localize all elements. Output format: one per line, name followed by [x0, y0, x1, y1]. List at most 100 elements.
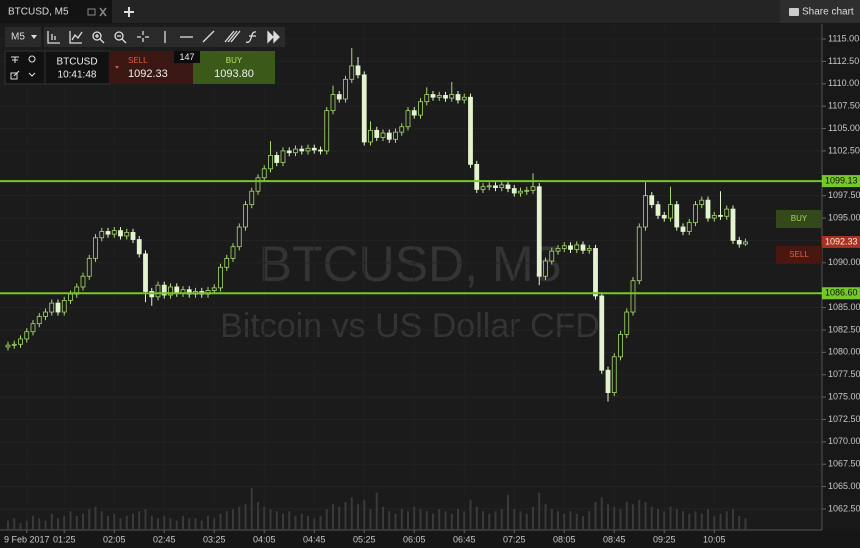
tool-bars[interactable]: [47, 31, 60, 44]
volume-bar: [600, 497, 603, 530]
candle-body: [674, 204, 680, 228]
interval-button[interactable]: [5, 27, 41, 47]
volume-bar: [594, 502, 597, 530]
volume-bar: [550, 509, 553, 530]
volume-bar: [288, 511, 291, 530]
volume-bar: [613, 506, 616, 530]
volume-bar: [7, 520, 9, 530]
tool-forward[interactable]: [267, 30, 280, 44]
buy-badge[interactable]: [776, 209, 822, 228]
y-tick-label: 1062.50: [828, 503, 860, 513]
volume-bar: [69, 511, 72, 530]
tab-close[interactable]: [99, 7, 107, 17]
buy-label[interactable]: BUY: [226, 56, 243, 65]
volume-bar: [569, 511, 572, 530]
volume-bar: [357, 504, 359, 530]
candle-body: [705, 199, 711, 219]
watermark: BTCUSD, M5: [259, 236, 562, 292]
volume-bar: [532, 506, 534, 530]
y-tick-label: 1110.00: [828, 78, 859, 88]
popout-icon[interactable]: [10, 70, 20, 80]
candle-body: [630, 280, 636, 313]
candle-body: [224, 257, 230, 268]
volume-bar: [538, 492, 541, 530]
candle-body: [105, 231, 111, 235]
chart-layer: BTCUSD, M5 Bitcoin vs US Dollar CFD 1062.5…: [0, 24, 860, 548]
volume-bar: [444, 511, 447, 530]
candle-body: [505, 184, 511, 189]
candle-body: [299, 148, 305, 152]
pin-icon[interactable]: [11, 56, 19, 63]
collapse-icon[interactable]: [28, 72, 36, 77]
buy-button[interactable]: [193, 51, 275, 84]
volume-bar: [619, 509, 622, 530]
candle-body: [574, 244, 580, 250]
candle-body: [380, 132, 386, 138]
candle-body: [361, 74, 367, 143]
ticket-symbol: BTCUSD: [56, 57, 97, 68]
tool-fib[interactable]: [224, 30, 241, 43]
volume-bar: [157, 518, 159, 530]
volume-bar: [113, 513, 116, 530]
volume-bar: [732, 509, 734, 530]
search-icon[interactable]: [28, 55, 36, 63]
candle-body: [655, 204, 661, 216]
tool-trend[interactable]: [202, 30, 215, 43]
tab[interactable]: [0, 0, 112, 23]
tab-title: BTCUSD, M5: [8, 7, 69, 18]
y-tick-label: 1107.50: [828, 101, 860, 111]
tab-bar: [0, 0, 860, 23]
candle-body: [474, 163, 480, 190]
sell-label[interactable]: SELL: [128, 56, 148, 65]
y-tick-label: 1112.50: [828, 56, 859, 66]
candle-body: [230, 246, 236, 259]
candle-body: [118, 230, 123, 237]
candle-body: [418, 101, 423, 116]
candle-body: [161, 284, 167, 296]
candle-body: [30, 323, 36, 333]
volume-bar: [744, 518, 747, 530]
last-price-label: 1092.33: [825, 236, 858, 246]
x-tick-label: 06:05: [403, 534, 426, 544]
candle-body: [468, 96, 473, 165]
buy-price[interactable]: 1093.80: [214, 68, 254, 80]
tool-function[interactable]: [245, 31, 257, 44]
sell-badge-label[interactable]: SELL: [789, 250, 809, 259]
buy-badge-label[interactable]: BUY: [791, 214, 808, 223]
x-tick-label: 09:25: [653, 534, 676, 544]
volume-bar: [307, 516, 309, 530]
volume-bar: [82, 513, 84, 530]
candle-body: [36, 316, 42, 325]
candle-body: [580, 244, 586, 251]
candle-body: [455, 94, 461, 101]
volume-bar: [225, 511, 228, 530]
level-tag-label: 1099.13: [825, 175, 858, 185]
candle-body: [5, 344, 11, 348]
sell-price[interactable]: 1092.33: [128, 68, 168, 80]
candle-body: [318, 149, 323, 152]
candle-body: [261, 168, 267, 179]
symbol-box: [44, 50, 111, 85]
new-tab[interactable]: [124, 7, 134, 17]
volume-bar: [525, 513, 528, 530]
tool-zoom-in[interactable]: [92, 31, 102, 41]
candle-body: [99, 231, 105, 239]
x-tick-label: 02:05: [103, 534, 126, 544]
candle-body: [493, 185, 498, 189]
volume-bar: [725, 511, 728, 530]
tool-line[interactable]: [69, 31, 83, 44]
tool-zoom-out[interactable]: [114, 31, 124, 41]
share-button[interactable]: [780, 0, 860, 23]
candle-body: [268, 155, 273, 170]
candle-body: [324, 110, 330, 152]
interval-label[interactable]: M5: [11, 32, 25, 43]
tool-crosshair[interactable]: [137, 31, 149, 42]
toolbar-icons: [47, 30, 280, 44]
share-label[interactable]: Share chart: [802, 7, 854, 18]
volume-bar: [269, 509, 272, 530]
x-tick-label: 03:25: [203, 534, 226, 544]
candle-body: [699, 199, 705, 206]
tab-icon[interactable]: [87, 8, 96, 16]
sell-badge[interactable]: [776, 245, 822, 264]
volume-bar: [457, 509, 459, 530]
